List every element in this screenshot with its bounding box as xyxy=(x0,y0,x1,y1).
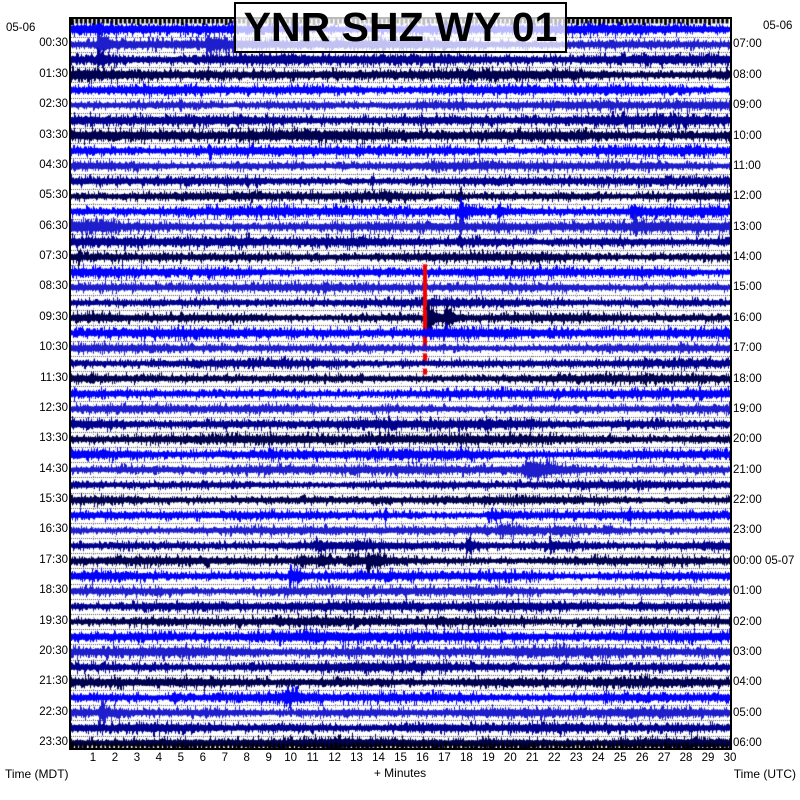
left-time-label: 16:30 xyxy=(39,523,68,536)
left-time-label: 06:30 xyxy=(39,219,68,232)
minute-tick-label: 12 xyxy=(328,752,341,764)
right-time-label: 22:00 xyxy=(733,494,762,507)
minute-tick-label: 8 xyxy=(243,752,250,764)
minute-tick-label: 11 xyxy=(306,752,319,764)
left-time-label: 12:30 xyxy=(39,401,68,414)
minute-tick-label: 14 xyxy=(372,752,385,764)
left-time-label: 21:30 xyxy=(39,675,68,688)
station-title: YNR SHZ WY 01 xyxy=(243,4,558,50)
left-time-label: 00:30 xyxy=(39,37,68,50)
right-time-label: 13:00 xyxy=(733,220,762,233)
minute-tick-label: 19 xyxy=(481,752,495,764)
right-time-label: 01:00 xyxy=(733,585,762,598)
left-time-label: 05:30 xyxy=(39,189,68,202)
minute-tick-label: 18 xyxy=(459,752,473,764)
minute-tick-label: 30 xyxy=(723,752,737,764)
right-time-label: 09:00 xyxy=(733,99,762,112)
right-time-label: 14:00 xyxy=(733,251,762,264)
left-time-label: 23:30 xyxy=(39,736,68,749)
right-time-label: 07:00 xyxy=(733,38,762,51)
minute-tick-label: 20 xyxy=(503,752,517,764)
bottom-left-axis-label: Time (MDT) xyxy=(5,767,69,781)
minute-tick-label: 13 xyxy=(350,752,363,764)
left-time-label: 18:30 xyxy=(39,584,68,597)
right-time-label: 05:00 xyxy=(733,706,762,719)
left-time-label: 01:30 xyxy=(39,67,68,80)
bottom-center-axis-label: + Minutes xyxy=(373,766,427,780)
minute-tick-label: 4 xyxy=(155,752,163,764)
left-time-label: 03:30 xyxy=(39,128,68,141)
minute-tick-label: 28 xyxy=(679,752,693,764)
top-left-date: 05-06 xyxy=(6,22,36,34)
left-time-label: 10:30 xyxy=(39,341,68,354)
minute-tick-label: 25 xyxy=(613,752,627,764)
right-time-label: 23:00 xyxy=(733,524,762,537)
left-time-label: 02:30 xyxy=(39,98,68,111)
minute-tick-label: 6 xyxy=(199,752,206,764)
minute-tick-label: 21 xyxy=(525,752,539,764)
minute-tick-label: 26 xyxy=(635,752,649,764)
right-time-label: 17:00 xyxy=(733,342,762,355)
minute-tick-label: 15 xyxy=(394,752,407,764)
minute-tick-label: 3 xyxy=(133,752,141,764)
right-time-label: 10:00 xyxy=(733,129,762,142)
left-time-label: 17:30 xyxy=(39,553,68,566)
minute-tick-label: 9 xyxy=(265,752,272,764)
minute-tick-label: 7 xyxy=(221,752,228,764)
helicorder-canvas xyxy=(71,19,730,748)
right-time-label: 19:00 xyxy=(733,402,762,415)
left-time-label: 04:30 xyxy=(39,158,68,171)
right-time-label: 04:00 xyxy=(733,676,762,689)
left-time-label: 14:30 xyxy=(39,462,68,475)
minute-tick-label: 22 xyxy=(547,752,561,764)
left-time-label: 19:30 xyxy=(39,614,68,627)
right-time-label: 03:00 xyxy=(733,645,762,658)
left-time-label: 20:30 xyxy=(39,644,68,657)
right-time-label: 21:00 xyxy=(733,463,762,476)
right-time-label: 15:00 xyxy=(733,281,762,294)
station-title-box: YNR SHZ WY 01 xyxy=(234,2,567,53)
left-time-label: 15:30 xyxy=(39,493,68,506)
left-time-label: 13:30 xyxy=(39,432,68,445)
right-time-label: 18:00 xyxy=(733,372,762,385)
left-time-label: 09:30 xyxy=(39,310,68,323)
minute-tick-label: 24 xyxy=(591,752,605,764)
right-time-label: 12:00 xyxy=(733,190,762,203)
minute-tick-label: 17 xyxy=(438,752,451,764)
right-time-label: 08:00 xyxy=(733,68,762,81)
minute-tick-label: 10 xyxy=(284,752,298,764)
minute-tick-label: 16 xyxy=(416,752,429,764)
left-time-label: 22:30 xyxy=(39,705,68,718)
minute-tick-label: 2 xyxy=(111,752,119,764)
top-right-date: 05-06 xyxy=(763,20,793,32)
bottom-right-axis-label: Time (UTC) xyxy=(733,767,796,781)
right-time-label: 06:00 xyxy=(733,737,762,750)
minute-tick-label: 1 xyxy=(89,752,97,764)
left-time-label: 07:30 xyxy=(39,250,68,263)
left-time-label: 11:30 xyxy=(40,371,68,384)
seismogram-plot-area xyxy=(69,17,732,750)
right-time-label: 16:00 xyxy=(733,311,762,324)
minute-tick-label: 29 xyxy=(701,752,715,764)
right-time-label: 11:00 xyxy=(733,159,761,172)
minute-tick-label: 23 xyxy=(569,752,583,764)
left-time-label: 08:30 xyxy=(39,280,68,293)
right-time-label: 02:00 xyxy=(733,615,762,628)
right-time-label: 20:00 xyxy=(733,433,762,446)
minute-tick-label: 27 xyxy=(657,752,671,764)
minute-tick-label: 5 xyxy=(177,752,185,764)
right-time-label: 00:00 05-07 xyxy=(733,554,795,567)
